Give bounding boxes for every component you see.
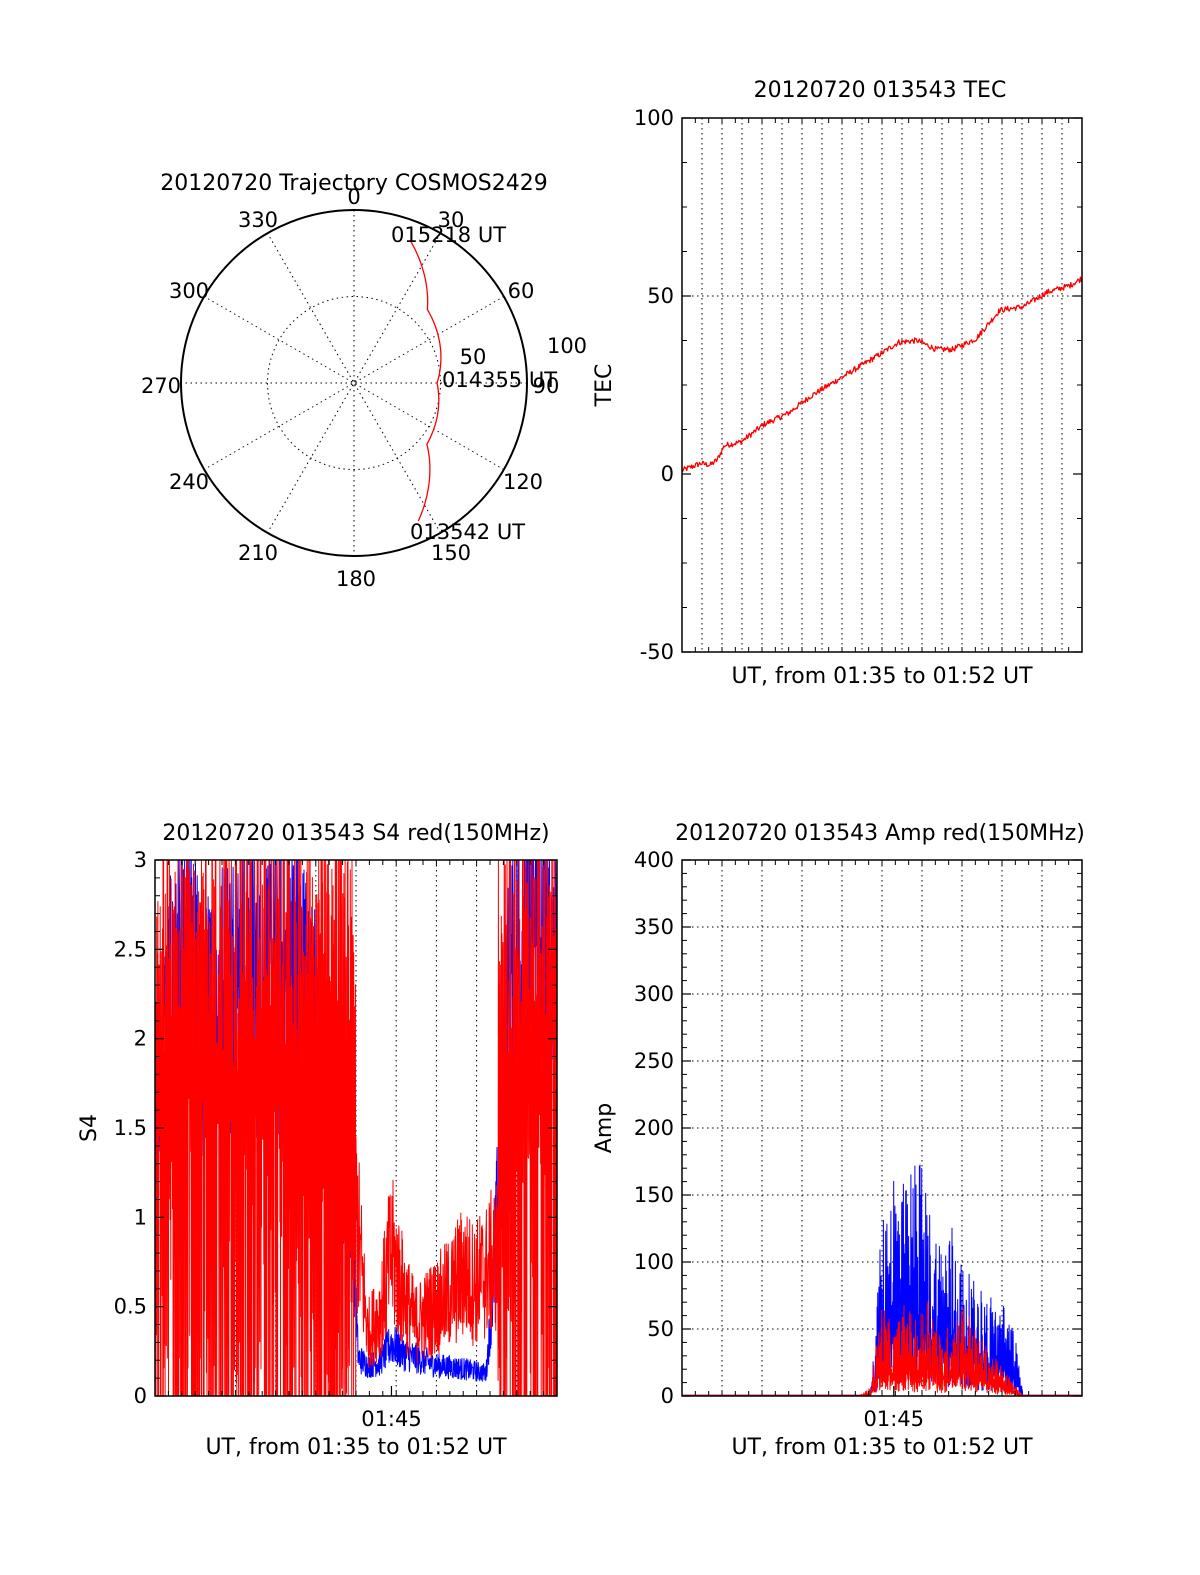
azimuth-label: 60 [508,279,535,303]
y-tick-label: 1 [134,1205,147,1229]
y-tick-label: 300 [634,982,674,1006]
radial-tick-label: 100 [547,334,587,358]
trajectory-midpoint-time: 014355 UT [442,368,557,392]
azimuth-label: 240 [169,470,209,494]
series-red-trace [681,1300,1083,1397]
azimuth-label: 330 [238,208,278,232]
chart-panel-0: 0 30 60 90 120 150 180 210 240 270 300 330 50 100 0152… [141,171,587,591]
azimuth-label: 180 [336,567,376,591]
polar-grid-spoke [267,232,441,534]
x-tick-label: 01:45 [863,1407,924,1431]
y-tick-label: 200 [634,1116,674,1140]
azimuth-label: 120 [503,470,543,494]
y-axis-label: Amp [592,1103,617,1153]
y-tick-label: -50 [640,640,674,664]
y-tick-label: 350 [634,915,674,939]
x-tick-label: 01:45 [361,1407,422,1431]
x-axis-label: UT, from 01:35 to 01:52 UT [731,664,1033,689]
x-axis-label: UT, from 01:35 to 01:52 UT [731,1435,1033,1460]
azimuth-label: 300 [169,279,209,303]
chart-title: 20120720 013543 Amp red(150MHz) [675,821,1085,846]
polar-grid-spoke [267,232,441,534]
x-axis-label: UT, from 01:35 to 01:52 UT [205,1435,507,1460]
series-red-trace [681,276,1083,472]
azimuth-label: 270 [141,374,181,398]
y-tick-label: 1.5 [114,1116,147,1140]
azimuth-label: 90 [533,374,560,398]
y-tick-label: 3 [134,848,147,872]
y-tick-label: 100 [634,106,674,130]
chart-panel-1: -50 0 50 100 20120720 013543 TEC UT, from 01:… [592,78,1083,689]
trajectory-start-time: 013542 UT [410,520,525,544]
y-tick-label: 50 [647,1317,674,1341]
azimuth-label: 0 [347,185,360,209]
y-axis-label: S4 [77,1114,102,1142]
y-tick-label: 400 [634,848,674,872]
polar-grid-ring-50 [267,296,441,470]
y-tick-label: 0 [661,1384,674,1408]
chart-panel-3: 0 50 100 150 200 250 300 350 400 01:45 20120720 01… [592,821,1085,1460]
chart-title: 20120720 013543 TEC [754,78,1007,103]
y-tick-label: 250 [634,1049,674,1073]
radial-tick-label: 50 [460,345,487,369]
polar-outer-ring [180,209,528,557]
series-red-trace [154,859,558,1397]
chart-panel-2: 0 0.5 1 1.5 2 2.5 3 01:45 20120720 013543 S4 red… [77,821,558,1460]
chart-title: 20120720 Trajectory COSMOS2429 [160,171,547,196]
y-tick-label: 50 [647,284,674,308]
y-axis-label: TEC [592,364,617,408]
y-tick-label: 2.5 [114,937,147,961]
chart-title: 20120720 013543 S4 red(150MHz) [162,821,549,846]
azimuth-label: 30 [438,208,465,232]
y-tick-label: 2 [134,1027,147,1051]
azimuth-label: 150 [431,541,471,565]
azimuth-label: 210 [238,541,278,565]
y-tick-label: 150 [634,1183,674,1207]
trajectory-end-time: 015218 UT [391,223,506,247]
y-tick-label: 0.5 [114,1295,147,1319]
satellite-trajectory-trace [410,241,442,522]
y-tick-label: 0 [661,462,674,486]
y-tick-label: 0 [134,1384,147,1408]
y-tick-label: 100 [634,1250,674,1274]
